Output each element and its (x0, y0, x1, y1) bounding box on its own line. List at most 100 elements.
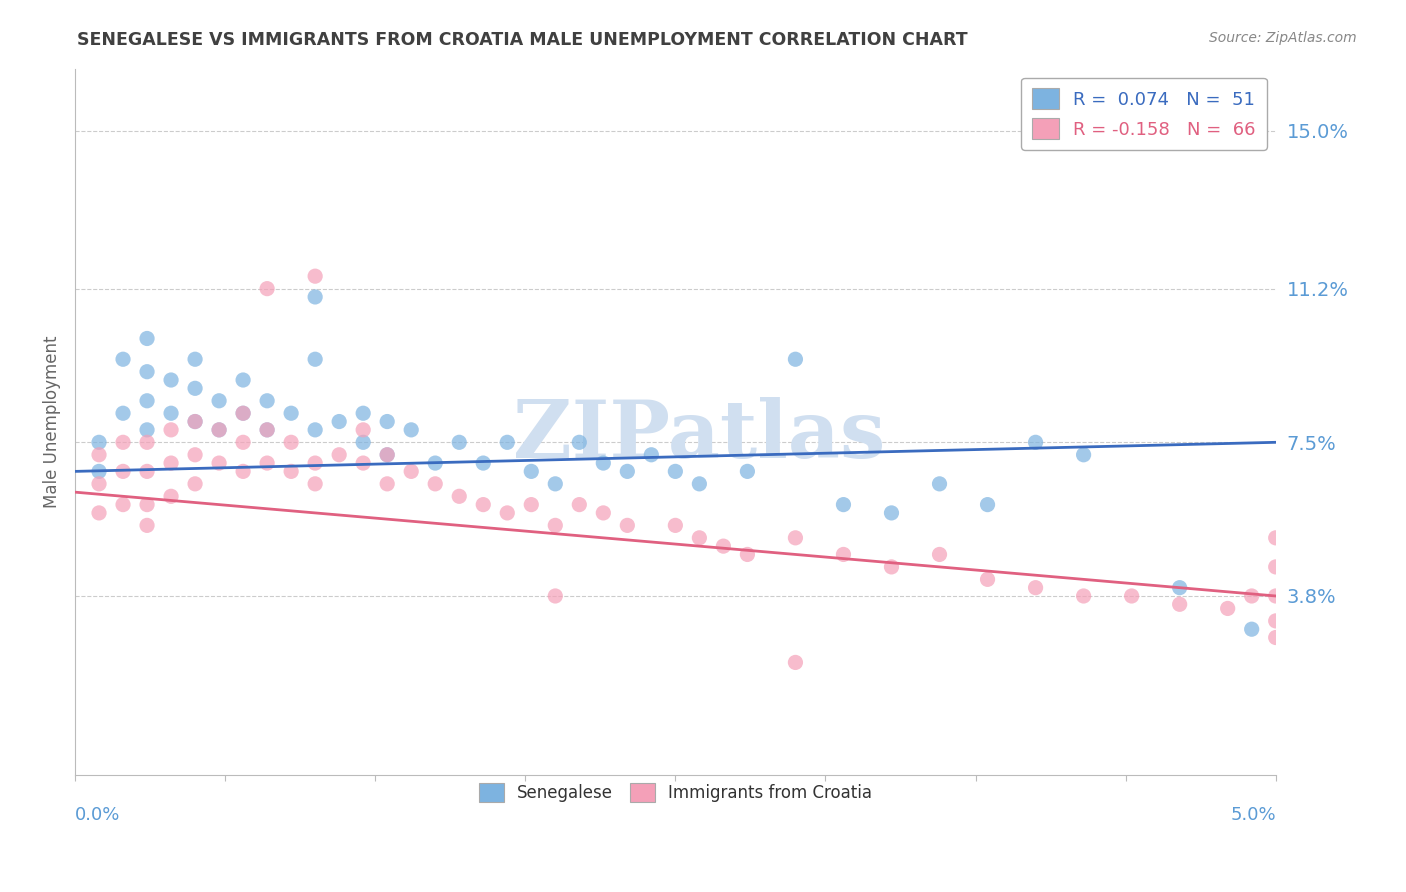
Point (1264, 560, 1286, 574)
Point (160, 456, 183, 470)
Point (1073, 589, 1095, 603)
Point (1073, 448, 1095, 462)
Text: SENEGALESE VS IMMIGRANTS FROM CROATIA MALE UNEMPLOYMENT CORRELATION CHART: SENEGALESE VS IMMIGRANTS FROM CROATIA MA… (77, 31, 967, 49)
Point (304, 476, 326, 491)
Legend: Senegalese, Immigrants from Croatia: Senegalese, Immigrants from Croatia (472, 776, 879, 809)
Point (544, 518, 567, 533)
Point (544, 589, 567, 603)
Point (544, 476, 567, 491)
Point (1216, 601, 1239, 615)
Point (256, 282, 278, 296)
Point (832, 548, 855, 562)
Point (208, 393, 231, 408)
Point (184, 476, 207, 491)
Point (87, 464, 110, 478)
Point (232, 435, 254, 450)
Point (112, 464, 135, 478)
Point (136, 518, 159, 533)
Point (425, 456, 447, 470)
Point (880, 506, 903, 520)
Text: 0.0%: 0.0% (75, 806, 121, 824)
Point (520, 498, 543, 512)
Point (136, 498, 159, 512)
Point (616, 464, 638, 478)
Point (160, 489, 183, 503)
Point (688, 531, 710, 545)
Point (1025, 581, 1047, 595)
Point (1121, 589, 1143, 603)
Point (304, 456, 326, 470)
Point (87, 476, 110, 491)
Point (425, 476, 447, 491)
Point (208, 423, 231, 437)
Point (1264, 614, 1286, 628)
Point (449, 489, 471, 503)
Point (785, 531, 807, 545)
Point (256, 393, 278, 408)
Point (928, 476, 950, 491)
Y-axis label: Male Unemployment: Male Unemployment (44, 335, 60, 508)
Point (1240, 589, 1263, 603)
Point (280, 406, 302, 420)
Point (112, 406, 135, 420)
Point (520, 464, 543, 478)
Point (280, 464, 302, 478)
Point (112, 498, 135, 512)
Point (136, 435, 159, 450)
Point (568, 435, 591, 450)
Point (785, 656, 807, 670)
Point (664, 464, 686, 478)
Point (1264, 631, 1286, 645)
Point (1264, 531, 1286, 545)
Point (184, 381, 207, 395)
Point (1168, 581, 1191, 595)
Point (87, 435, 110, 450)
Point (232, 464, 254, 478)
Point (304, 269, 326, 284)
Point (928, 548, 950, 562)
Point (160, 423, 183, 437)
Point (737, 548, 759, 562)
Point (160, 373, 183, 387)
Point (87, 448, 110, 462)
Point (568, 498, 591, 512)
Point (184, 448, 207, 462)
Point (136, 423, 159, 437)
Point (449, 435, 471, 450)
Point (232, 373, 254, 387)
Point (87, 506, 110, 520)
Point (399, 464, 422, 478)
Point (592, 456, 614, 470)
Point (136, 393, 159, 408)
Point (136, 464, 159, 478)
Text: Source: ZipAtlas.com: Source: ZipAtlas.com (1209, 31, 1357, 45)
Point (785, 352, 807, 367)
Point (112, 435, 135, 450)
Point (616, 518, 638, 533)
Point (208, 423, 231, 437)
Point (1168, 597, 1191, 611)
Point (375, 476, 398, 491)
Point (592, 506, 614, 520)
Point (328, 415, 350, 429)
Text: ZIPatlas: ZIPatlas (513, 397, 886, 475)
Point (256, 423, 278, 437)
Point (232, 406, 254, 420)
Point (160, 406, 183, 420)
Point (1025, 435, 1047, 450)
Point (832, 498, 855, 512)
Point (640, 448, 662, 462)
Point (232, 406, 254, 420)
Point (737, 464, 759, 478)
Point (352, 406, 374, 420)
Point (399, 423, 422, 437)
Point (976, 573, 998, 587)
Point (375, 448, 398, 462)
Point (304, 423, 326, 437)
Point (136, 331, 159, 345)
Point (304, 290, 326, 304)
Point (472, 456, 495, 470)
Point (472, 498, 495, 512)
Point (1240, 622, 1263, 636)
Point (352, 435, 374, 450)
